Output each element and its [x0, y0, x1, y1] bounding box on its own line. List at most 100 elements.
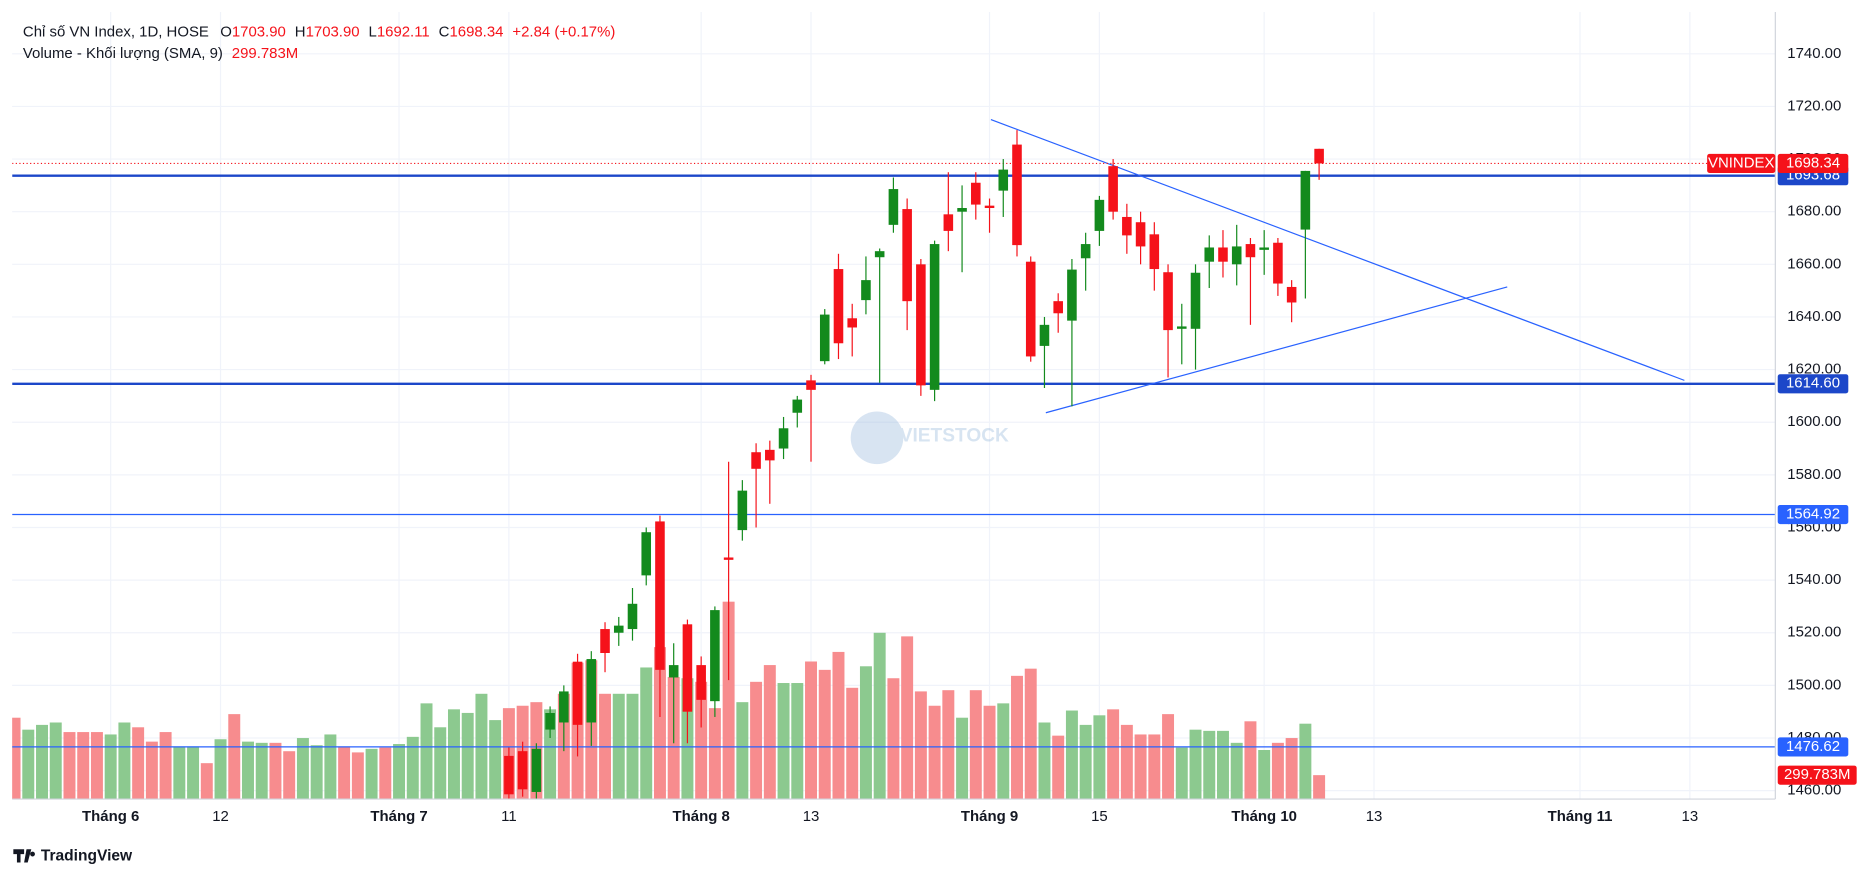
- x-tick-label: 15: [1091, 808, 1108, 825]
- y-tick-label: 1660.00: [1787, 255, 1841, 272]
- candle-body: [682, 624, 693, 712]
- x-tick-label: Tháng 10: [1231, 808, 1297, 825]
- candle-body: [1067, 269, 1077, 321]
- volume-bar: [393, 744, 406, 800]
- level-label-box: [1777, 504, 1849, 525]
- candle-body: [971, 182, 981, 205]
- candle-body: [1176, 326, 1187, 329]
- volume-bar: [1134, 734, 1147, 800]
- volume-bar: [1313, 775, 1326, 800]
- volume-bar: [77, 732, 90, 800]
- last-price-label-box: [1777, 153, 1849, 174]
- header-line: Chỉ số VN Index, 1D, HOSE O1703.90 H1703…: [23, 23, 615, 40]
- candle-body: [1259, 247, 1269, 250]
- candle-body: [916, 264, 926, 386]
- volume-bar: [242, 741, 254, 800]
- open-label: O: [220, 23, 232, 40]
- volume-bar: [22, 729, 35, 800]
- candle-body: [1300, 170, 1311, 230]
- candle-body: [1039, 324, 1050, 346]
- volume-bar: [1189, 729, 1202, 800]
- volume-bar: [1024, 668, 1037, 800]
- candle-body: [1163, 272, 1173, 331]
- volume-bar: [12, 717, 21, 800]
- volume-bar: [310, 745, 323, 800]
- header-title: Chỉ số VN Index, 1D, HOSE: [23, 23, 209, 40]
- candle-body: [778, 428, 789, 449]
- volume-bar: [722, 601, 735, 800]
- volume-bar: [1175, 747, 1188, 800]
- candle-body: [723, 557, 734, 560]
- candle-body: [765, 449, 775, 461]
- volume-bar: [1216, 730, 1229, 800]
- candle-body: [696, 665, 706, 700]
- candle-body: [572, 661, 583, 725]
- volume-bar: [846, 687, 859, 800]
- volume-bar: [434, 727, 447, 800]
- volume-bar: [653, 647, 666, 800]
- candle-body: [1231, 246, 1242, 265]
- volume-bar: [708, 708, 721, 800]
- volume-bar: [1203, 730, 1216, 800]
- candle-body: [1012, 144, 1022, 246]
- volume-bar: [406, 736, 419, 800]
- candle-body: [998, 169, 1009, 191]
- volume-bar: [1065, 710, 1078, 800]
- candle-body: [600, 629, 610, 654]
- high-value: 1703.90: [306, 23, 360, 40]
- watermark-text: VIETSTOCK: [900, 426, 1009, 447]
- volume-bar: [173, 746, 186, 800]
- volume-bar: [1271, 742, 1284, 800]
- volume-bar: [1230, 742, 1243, 800]
- candle-body: [1053, 301, 1063, 314]
- volume-bar: [36, 724, 48, 800]
- candle-body: [1218, 247, 1228, 262]
- candle-body: [559, 691, 569, 723]
- volume-bar: [777, 683, 790, 800]
- volume-bar: [1052, 735, 1065, 800]
- level-label: 1476.62: [1786, 738, 1840, 755]
- x-tick-label: Tháng 9: [961, 808, 1018, 825]
- low-value: 1692.11: [377, 23, 430, 40]
- volume-bar: [214, 739, 227, 800]
- low-label: L: [369, 23, 377, 40]
- x-tick-label: Tháng 8: [673, 808, 730, 825]
- candle-body: [517, 751, 528, 790]
- volume-header: Volume - Khối lượng (SMA, 9) 299.783M: [23, 45, 298, 62]
- volume-label: 299.783M: [1784, 766, 1850, 783]
- x-tick-label: 13: [803, 808, 820, 825]
- volume-bar: [1162, 714, 1175, 800]
- volume-bar: [269, 742, 282, 800]
- volume-bar: [104, 734, 117, 800]
- level-label-box: [1777, 374, 1849, 394]
- candle-body: [751, 452, 761, 469]
- candle-body: [710, 610, 720, 702]
- y-tick-label: 1500.00: [1787, 676, 1841, 693]
- candle-body: [504, 755, 514, 795]
- volume-bar: [228, 714, 241, 800]
- volume-bar: [791, 683, 804, 800]
- volume-bar: [763, 665, 776, 800]
- volume-bar: [818, 669, 831, 800]
- volume-bar: [1107, 709, 1120, 800]
- x-tick-label: Tháng 11: [1548, 808, 1613, 825]
- volume-bar: [695, 681, 708, 800]
- volume-bar: [1285, 738, 1298, 800]
- candle-body: [1122, 216, 1132, 236]
- volume-bar: [969, 690, 982, 800]
- y-tick-label: 1640.00: [1787, 308, 1841, 325]
- volume-bar: [736, 702, 749, 800]
- volume-bar: [544, 709, 557, 800]
- volume-bar: [338, 746, 351, 800]
- volume-bar: [942, 690, 955, 800]
- candle-body: [1286, 286, 1297, 303]
- volume-bar: [132, 727, 145, 800]
- x-tick-label: Tháng 6: [82, 808, 139, 825]
- candle-body: [613, 625, 624, 633]
- y-tick-label: 1460.00: [1787, 782, 1841, 799]
- last-price-label: 1698.34: [1786, 154, 1840, 171]
- symbol-label: VNINDEX: [1708, 154, 1774, 171]
- trend-line: [1045, 286, 1508, 414]
- volume-bar: [255, 742, 268, 800]
